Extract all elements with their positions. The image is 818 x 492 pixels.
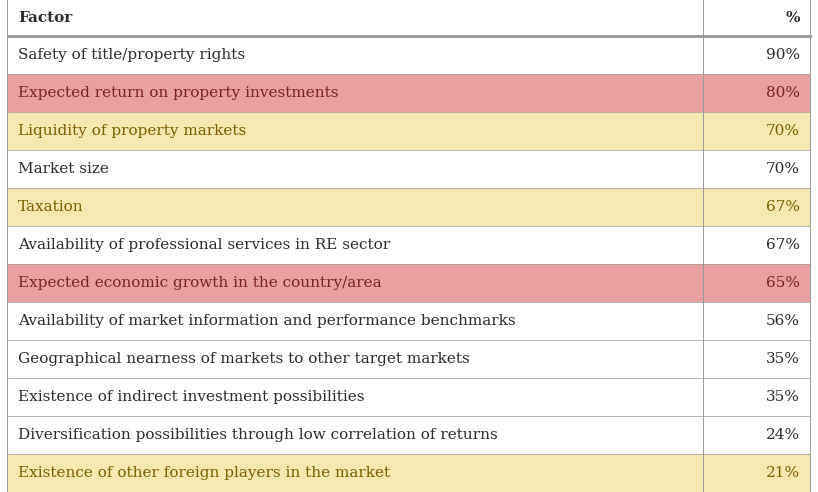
Text: Taxation: Taxation	[18, 200, 83, 215]
Text: 90%: 90%	[766, 48, 800, 62]
Bar	[8, 74, 810, 112]
Bar	[8, 0, 810, 36]
Text: Expected return on property investments: Expected return on property investments	[18, 87, 339, 100]
Bar	[8, 378, 810, 416]
Bar	[8, 264, 810, 302]
Text: Existence of other foreign players in the market: Existence of other foreign players in th…	[18, 466, 390, 480]
Text: Existence of indirect investment possibilities: Existence of indirect investment possibi…	[18, 390, 365, 404]
Bar	[8, 454, 810, 492]
Text: 70%: 70%	[766, 162, 800, 176]
Text: Safety of title/property rights: Safety of title/property rights	[18, 48, 245, 62]
Text: Liquidity of property markets: Liquidity of property markets	[18, 124, 246, 138]
Text: 70%: 70%	[766, 124, 800, 138]
Text: 24%: 24%	[766, 428, 800, 442]
Text: 35%: 35%	[766, 352, 800, 366]
Bar	[8, 340, 810, 378]
Text: Availability of professional services in RE sector: Availability of professional services in…	[18, 238, 390, 252]
Text: 65%: 65%	[766, 276, 800, 290]
Text: 67%: 67%	[766, 238, 800, 252]
Text: Expected economic growth in the country/area: Expected economic growth in the country/…	[18, 276, 382, 290]
Bar	[8, 226, 810, 264]
Bar	[8, 188, 810, 226]
Bar	[8, 36, 810, 74]
Text: 21%: 21%	[766, 466, 800, 480]
Bar	[8, 112, 810, 151]
Text: 56%: 56%	[766, 314, 800, 328]
Text: Factor: Factor	[18, 11, 72, 25]
Text: Diversification possibilities through low correlation of returns: Diversification possibilities through lo…	[18, 428, 497, 442]
Text: Market size: Market size	[18, 162, 109, 176]
Bar	[8, 416, 810, 454]
Bar	[8, 302, 810, 340]
Bar	[8, 151, 810, 188]
Text: Availability of market information and performance benchmarks: Availability of market information and p…	[18, 314, 515, 328]
Text: 67%: 67%	[766, 200, 800, 215]
Text: 35%: 35%	[766, 390, 800, 404]
Text: Geographical nearness of markets to other target markets: Geographical nearness of markets to othe…	[18, 352, 470, 366]
Text: 80%: 80%	[766, 87, 800, 100]
Text: %: %	[785, 11, 800, 25]
